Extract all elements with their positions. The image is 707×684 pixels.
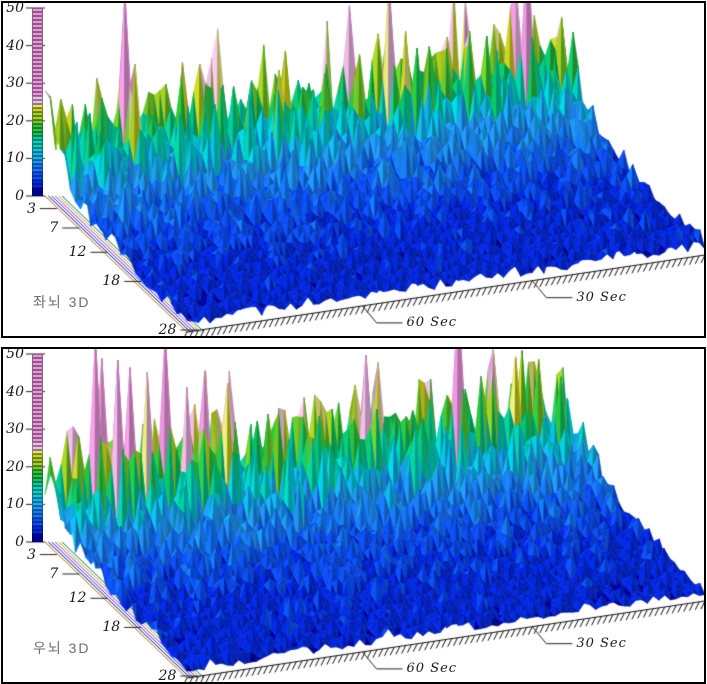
left-brain-panel: 0 10 20 30 40 50 3 7 12 18 28 60 Sec 30 Sec 좌뇌 3D xyxy=(1,1,706,338)
left-brain-title: 좌뇌 3D xyxy=(33,294,91,310)
right-brain-surface-canvas xyxy=(3,349,704,682)
right-brain-panel: 0 10 20 30 40 50 3 7 12 18 28 60 Sec 30 Sec 우뇌 3D xyxy=(1,347,706,684)
left-brain-surface-canvas xyxy=(3,3,704,336)
right-brain-title: 우뇌 3D xyxy=(33,640,91,656)
